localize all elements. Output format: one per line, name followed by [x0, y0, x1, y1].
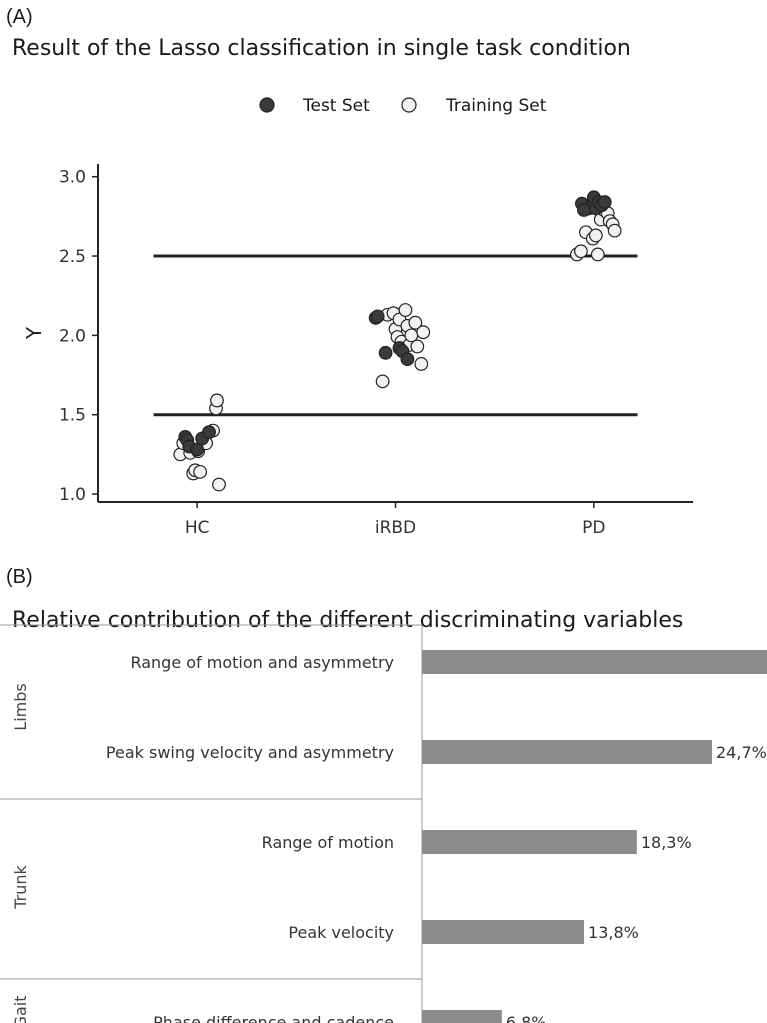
test-point — [370, 309, 385, 324]
category-label: Range of motion — [262, 833, 394, 852]
training-point — [212, 477, 226, 492]
training-point — [574, 244, 588, 259]
legend-label-test: Test Set — [302, 96, 370, 116]
test-point — [202, 425, 216, 440]
training-point — [375, 374, 390, 389]
value-label: 18,3% — [641, 833, 692, 852]
bar — [422, 920, 585, 944]
training-point — [416, 325, 431, 340]
training-point — [410, 339, 425, 354]
test-point — [190, 442, 205, 457]
x-tick-label: iRBD — [375, 518, 416, 538]
y-tick-label: 1.0 — [59, 485, 86, 505]
y-tick-label: 2.0 — [59, 326, 86, 346]
y-tick-label: 1.5 — [59, 406, 86, 426]
test-point — [378, 345, 393, 360]
training-point — [590, 247, 605, 262]
x-tick-label: HC — [185, 518, 210, 538]
legend-label-training: Training Set — [445, 96, 547, 116]
panel-a-label: (A) — [6, 6, 33, 28]
y-tick-label: 3.0 — [59, 168, 86, 188]
category-label: Range of motion and asymmetry — [130, 653, 394, 672]
bar — [422, 830, 637, 854]
y-tick-label: 2.5 — [59, 247, 86, 267]
group-label-trunk: Trunk — [11, 864, 30, 909]
bar — [422, 740, 712, 764]
value-label: 13,8% — [588, 923, 639, 942]
panel-b-title: Relative contribution of the different d… — [12, 608, 684, 633]
training-point — [398, 303, 413, 317]
x-tick-label: PD — [582, 518, 605, 538]
test-point — [577, 203, 591, 217]
training-point — [588, 228, 603, 243]
training-point — [193, 464, 208, 479]
legend-marker-test — [259, 97, 275, 113]
bar — [422, 650, 767, 674]
scatter-chart: Test Set Training Set 1.0 1.5 2.0 2.5 3.0 HC iRB… — [22, 96, 693, 538]
category-label: Peak swing velocity and asymmetry — [106, 743, 394, 762]
value-label: 24,7% — [716, 743, 767, 762]
bar — [422, 1010, 502, 1023]
training-point — [607, 223, 622, 238]
training-point — [210, 393, 224, 408]
value-label: 6,8% — [506, 1013, 547, 1023]
group-label-limbs: Limbs — [11, 683, 30, 730]
category-label: Peak velocity — [288, 923, 394, 942]
panel-b-label: (B) — [6, 566, 33, 588]
category-label: Phase difference and cadence — [153, 1013, 394, 1023]
legend-marker-training — [401, 97, 417, 113]
y-axis-label: Y — [22, 326, 46, 340]
training-point — [414, 357, 429, 371]
group-label-gait: Gait — [11, 996, 30, 1023]
test-point — [597, 195, 612, 209]
bar-chart: Limbs Trunk Gait Range of motion and asymme… — [0, 624, 767, 1023]
panel-a-title: Result of the Lasso classification in si… — [12, 36, 631, 61]
test-point — [400, 352, 415, 367]
training-point — [408, 315, 423, 330]
